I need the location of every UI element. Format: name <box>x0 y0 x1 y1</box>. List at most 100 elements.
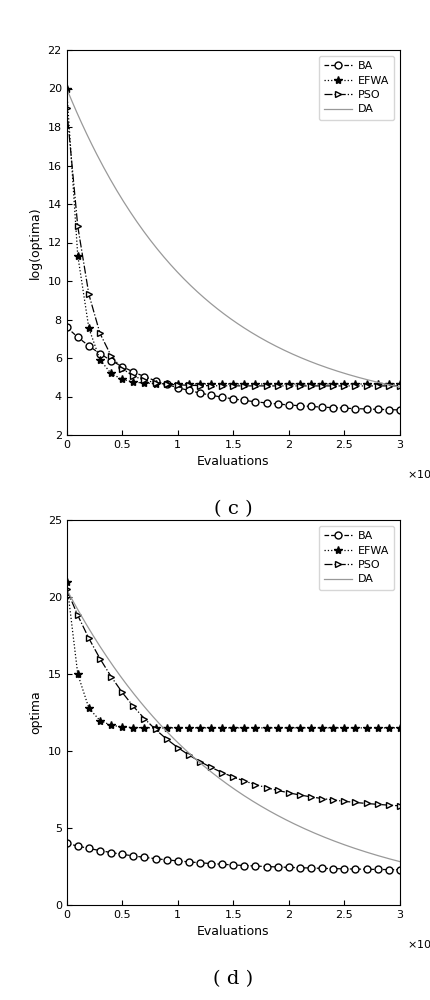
Y-axis label: log(optima): log(optima) <box>29 206 42 279</box>
BA <box>97 845 102 857</box>
Y-axis label: optima: optima <box>29 691 42 734</box>
BA <box>153 853 158 865</box>
BA <box>275 398 280 410</box>
DA <box>64 583 69 595</box>
PSO <box>242 775 247 787</box>
EFWA <box>164 722 169 734</box>
EFWA <box>97 715 102 727</box>
BA <box>242 394 247 406</box>
X-axis label: Evaluations: Evaluations <box>197 455 270 468</box>
BA <box>264 397 269 409</box>
EFWA <box>86 322 92 334</box>
PSO <box>397 380 402 392</box>
EFWA <box>197 378 203 390</box>
EFWA <box>120 373 125 385</box>
EFWA <box>319 378 325 390</box>
EFWA <box>308 722 313 734</box>
PSO <box>186 749 191 761</box>
Line: PSO: PSO <box>63 104 403 389</box>
PSO <box>230 771 236 783</box>
BA <box>264 861 269 873</box>
BA <box>220 391 225 403</box>
BA <box>253 860 258 872</box>
PSO <box>275 380 280 392</box>
EFWA <box>242 378 247 390</box>
EFWA <box>342 722 347 734</box>
BA <box>286 861 292 873</box>
PSO <box>97 653 102 665</box>
X-axis label: Evaluations: Evaluations <box>197 925 270 938</box>
EFWA <box>386 378 391 390</box>
EFWA <box>242 722 247 734</box>
EFWA <box>275 378 280 390</box>
EFWA <box>186 722 191 734</box>
PSO <box>175 742 180 754</box>
EFWA <box>353 722 358 734</box>
Line: EFWA: EFWA <box>62 577 404 732</box>
BA <box>142 851 147 863</box>
BA <box>120 361 125 373</box>
EFWA <box>75 668 80 680</box>
BA <box>97 348 102 360</box>
DA <box>126 681 131 693</box>
BA <box>353 403 358 415</box>
BA <box>375 403 380 415</box>
PSO <box>342 380 347 392</box>
BA <box>375 863 380 875</box>
EFWA <box>131 376 136 388</box>
Text: $\times 10^5$: $\times 10^5$ <box>407 466 430 482</box>
EFWA <box>297 378 302 390</box>
PSO <box>319 793 325 805</box>
EFWA <box>264 378 269 390</box>
EFWA <box>253 378 258 390</box>
Legend: BA, EFWA, PSO, DA: BA, EFWA, PSO, DA <box>319 56 394 120</box>
BA <box>342 863 347 875</box>
PSO <box>197 756 203 768</box>
BA <box>242 860 247 872</box>
PSO <box>375 798 380 810</box>
EFWA <box>397 722 402 734</box>
EFWA <box>175 378 180 390</box>
PSO <box>108 671 114 683</box>
BA <box>364 863 369 875</box>
Text: ( d ): ( d ) <box>213 970 253 988</box>
PSO <box>75 220 80 232</box>
EFWA <box>75 250 80 262</box>
EFWA <box>275 722 280 734</box>
BA <box>386 404 391 416</box>
EFWA <box>108 719 114 731</box>
PSO <box>197 380 203 392</box>
PSO <box>230 380 236 392</box>
DA <box>64 83 69 95</box>
DA <box>381 378 386 390</box>
Line: EFWA: EFWA <box>62 84 404 388</box>
PSO <box>164 733 169 745</box>
PSO <box>175 379 180 391</box>
BA <box>175 382 180 394</box>
EFWA <box>364 378 369 390</box>
EFWA <box>230 378 236 390</box>
EFWA <box>186 378 191 390</box>
PSO <box>75 609 80 621</box>
PSO <box>297 380 302 392</box>
BA <box>186 384 191 396</box>
Line: BA: BA <box>63 840 403 873</box>
BA <box>319 862 325 874</box>
EFWA <box>364 722 369 734</box>
BA <box>275 861 280 873</box>
EFWA <box>264 722 269 734</box>
EFWA <box>153 378 158 390</box>
BA <box>86 340 92 352</box>
PSO <box>253 380 258 392</box>
PSO <box>209 380 214 392</box>
BA <box>342 402 347 414</box>
EFWA <box>142 377 147 389</box>
PSO <box>353 380 358 392</box>
EFWA <box>142 722 147 734</box>
PSO <box>209 761 214 773</box>
BA <box>153 375 158 387</box>
EFWA <box>375 378 380 390</box>
BA <box>230 859 236 871</box>
BA <box>186 856 191 868</box>
EFWA <box>319 722 325 734</box>
